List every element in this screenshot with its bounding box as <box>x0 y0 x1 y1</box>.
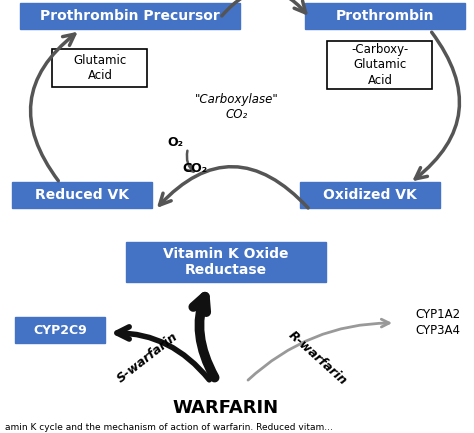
Text: Glutamic
Acid: Glutamic Acid <box>73 54 127 82</box>
Text: O₂: O₂ <box>167 136 183 149</box>
Text: WARFARIN: WARFARIN <box>173 399 279 417</box>
FancyBboxPatch shape <box>126 242 326 282</box>
Text: Vitamin K Oxide
Reductase: Vitamin K Oxide Reductase <box>163 247 289 277</box>
Text: "Carboxylase"
CO₂: "Carboxylase" CO₂ <box>195 93 279 121</box>
Text: CYP3A4: CYP3A4 <box>415 323 460 336</box>
Text: R-warfarin: R-warfarin <box>286 328 350 388</box>
FancyBboxPatch shape <box>305 3 465 29</box>
Text: amin K cycle and the mechanism of action of warfarin. Reduced vitam...: amin K cycle and the mechanism of action… <box>5 423 333 433</box>
FancyBboxPatch shape <box>20 3 240 29</box>
Text: S-warfarin: S-warfarin <box>115 330 181 386</box>
Text: Reduced VK: Reduced VK <box>35 188 129 202</box>
Text: CO₂: CO₂ <box>182 162 208 174</box>
Text: Oxidized VK: Oxidized VK <box>323 188 417 202</box>
FancyBboxPatch shape <box>328 41 432 89</box>
FancyBboxPatch shape <box>300 182 440 208</box>
Text: CYP2C9: CYP2C9 <box>33 323 87 336</box>
FancyBboxPatch shape <box>15 317 105 343</box>
FancyBboxPatch shape <box>53 49 147 87</box>
Text: CYP1A2: CYP1A2 <box>415 308 460 321</box>
Text: Prothrombin Precursor: Prothrombin Precursor <box>40 9 220 23</box>
FancyBboxPatch shape <box>12 182 152 208</box>
Text: -Carboxy-
Glutamic
Acid: -Carboxy- Glutamic Acid <box>351 43 409 87</box>
Text: Prothrombin: Prothrombin <box>336 9 434 23</box>
